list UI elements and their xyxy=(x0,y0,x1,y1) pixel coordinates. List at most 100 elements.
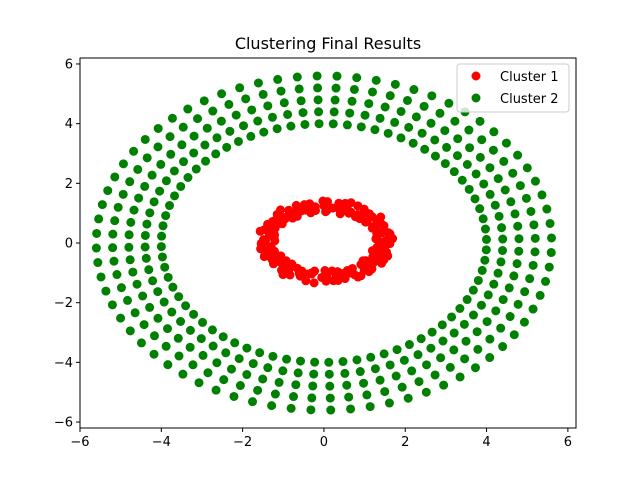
cluster-2-point xyxy=(407,366,417,376)
cluster-1-point xyxy=(328,203,338,213)
cluster-2-point xyxy=(390,117,400,127)
cluster-2-point xyxy=(145,302,155,312)
cluster-2-point xyxy=(513,150,523,160)
cluster-2-point xyxy=(156,159,166,169)
cluster-2-point xyxy=(139,320,149,330)
cluster-2-point xyxy=(155,186,165,196)
cluster-2-point xyxy=(444,98,454,108)
cluster-2-point xyxy=(340,368,350,378)
cluster-2-point xyxy=(92,228,102,238)
cluster-2-point xyxy=(156,242,166,252)
cluster-2-point xyxy=(142,219,152,229)
cluster-2-point xyxy=(326,405,336,415)
cluster-2-point xyxy=(123,295,133,305)
cluster-2-point xyxy=(212,358,222,368)
cluster-1-point xyxy=(383,228,393,238)
cluster-2-point xyxy=(438,336,448,346)
cluster-2-point xyxy=(208,106,218,116)
cluster-2-point xyxy=(440,159,450,169)
cluster-1-point xyxy=(340,274,350,284)
cluster-2-point xyxy=(346,404,356,414)
cluster-2-point xyxy=(344,392,354,402)
cluster-2-point xyxy=(203,368,213,378)
cluster-1-point xyxy=(353,210,363,220)
cluster-2-point xyxy=(385,360,395,370)
cluster-2-point xyxy=(263,363,273,373)
cluster-2-point xyxy=(470,363,480,373)
cluster-2-point xyxy=(430,370,440,380)
cluster-2-point xyxy=(488,145,498,155)
cluster-2-point xyxy=(436,353,446,363)
cluster-2-point xyxy=(274,377,284,387)
cluster-2-point xyxy=(183,104,193,114)
cluster-2-point xyxy=(514,234,524,244)
cluster-2-point xyxy=(356,122,366,132)
x-tick-label: −6 xyxy=(70,435,89,450)
cluster-2-point xyxy=(470,194,480,204)
cluster-2-point xyxy=(267,112,277,122)
cluster-2-point xyxy=(464,125,474,135)
cluster-2-point xyxy=(477,135,487,145)
cluster-2-point xyxy=(198,317,208,327)
cluster-2-point xyxy=(149,349,159,359)
cluster-2-point xyxy=(345,108,355,118)
cluster-1-point xyxy=(301,276,311,286)
cluster-2-point xyxy=(325,393,335,403)
cluster-2-point xyxy=(499,156,509,166)
cluster-2-point xyxy=(544,262,554,272)
cluster-2-point xyxy=(233,136,243,146)
x-tick-label: −2 xyxy=(233,435,252,450)
x-tick-label: 0 xyxy=(320,435,328,450)
cluster-2-point xyxy=(140,242,150,252)
cluster-2-point xyxy=(307,393,317,403)
cluster-2-point xyxy=(207,325,217,335)
y-tick-label: −2 xyxy=(54,296,73,311)
cluster-2-point xyxy=(485,163,495,173)
cluster-2-point xyxy=(221,348,231,358)
cluster-2-point xyxy=(498,295,508,305)
cluster-2-point xyxy=(140,230,150,240)
cluster-2-point xyxy=(141,253,151,263)
cluster-2-point xyxy=(462,295,472,305)
cluster-2-point xyxy=(520,287,530,297)
cluster-2-point xyxy=(460,354,470,364)
cluster-1-point xyxy=(382,247,392,257)
cluster-2-point xyxy=(330,95,340,105)
cluster-2-point xyxy=(442,142,452,152)
cluster-2-point xyxy=(189,309,199,319)
cluster-2-point xyxy=(234,354,244,364)
cluster-2-point xyxy=(272,124,282,134)
cluster-2-point xyxy=(391,371,401,381)
cluster-2-point xyxy=(108,243,118,253)
cluster-2-point xyxy=(465,143,475,153)
cluster-2-point xyxy=(255,348,265,358)
cluster-2-point xyxy=(528,260,538,270)
cluster-2-point xyxy=(529,220,539,230)
cluster-2-point xyxy=(258,374,268,384)
cluster-2-point xyxy=(404,122,414,132)
cluster-2-point xyxy=(496,257,506,267)
cluster-2-point xyxy=(196,334,206,344)
cluster-2-point xyxy=(420,144,430,154)
cluster-2-point xyxy=(445,362,455,372)
cluster-2-point xyxy=(248,359,258,369)
cluster-2-point xyxy=(202,123,212,133)
cluster-1-point xyxy=(270,215,280,225)
cluster-2-point xyxy=(473,275,483,285)
cluster-2-point xyxy=(179,157,189,167)
cluster-2-point xyxy=(136,338,146,348)
cluster-2-point xyxy=(217,89,227,99)
cluster-2-point xyxy=(455,304,465,313)
cluster-2-point xyxy=(149,197,159,207)
cluster-2-point xyxy=(449,167,459,177)
cluster-2-point xyxy=(491,306,501,316)
cluster-2-point xyxy=(292,72,302,82)
y-axis: −6 −4 −2 0 2 4 6 xyxy=(54,57,80,431)
cluster-2-point xyxy=(352,73,362,83)
cluster-2-point xyxy=(288,392,298,402)
cluster-2-point xyxy=(247,105,257,115)
cluster-2-point xyxy=(97,200,107,210)
y-tick-label: 4 xyxy=(65,117,73,132)
cluster-2-point xyxy=(235,83,245,93)
cluster-2-point xyxy=(253,385,263,395)
